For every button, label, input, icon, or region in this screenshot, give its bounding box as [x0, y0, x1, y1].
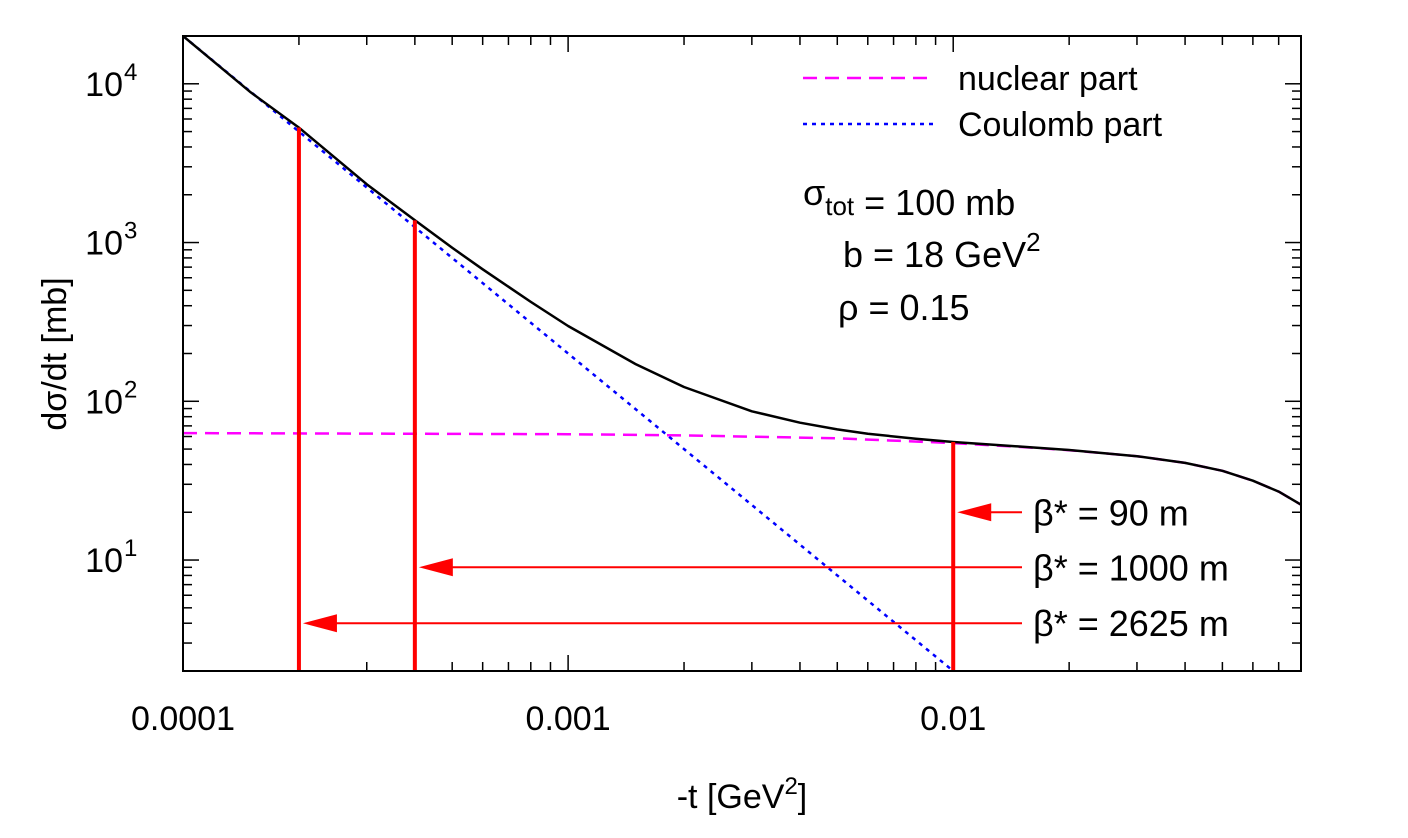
plot-frame [182, 35, 1302, 672]
parameter-line: b = 18 GeV2 [843, 227, 1041, 275]
y-tick-label-exponent: 1 [124, 535, 137, 562]
legend: nuclear part Coulomb part [803, 60, 1163, 144]
y-tick-label-exponent: 4 [124, 59, 137, 86]
marker-layer [296, 127, 1022, 671]
y-tick-label: 10 [85, 383, 123, 421]
series-layer [183, 36, 1301, 671]
marker-label: β* = 1000 m [1033, 547, 1229, 588]
legend-label: nuclear part [958, 60, 1138, 98]
axis-ticks [182, 35, 1302, 672]
marker-arrow-head [418, 558, 453, 577]
parameter-line: σtot = 100 mb [803, 172, 1015, 223]
parameter-line: ρ = 0.15 [838, 287, 970, 328]
marker-label: β* = 2625 m [1033, 603, 1229, 644]
parameter-box: σtot = 100 mbb = 18 GeV2 ρ = 0.15 [803, 172, 1041, 328]
x-axis-label: -t [GeV2] [677, 773, 808, 816]
y-tick-label: 10 [85, 66, 123, 104]
marker-arrow-head [957, 503, 992, 522]
marker-arrow-head [302, 614, 337, 633]
marker-label: β* = 90 m [1033, 492, 1189, 533]
axis-labels: -t [GeV2] dσ/dt [mb] [36, 277, 807, 816]
x-tick-label: 0.01 [920, 700, 986, 738]
series-total [183, 36, 1301, 506]
y-tick-label-exponent: 2 [124, 376, 137, 403]
series-Coulomb-part [183, 36, 954, 671]
x-tick-label: 0.0001 [131, 700, 235, 738]
legend-label: Coulomb part [958, 106, 1163, 144]
y-tick-label: 10 [85, 542, 123, 580]
marker-labels: β* = 90 m β* = 1000 m β* = 2625 m [1033, 492, 1229, 644]
y-tick-label-exponent: 3 [124, 218, 137, 245]
y-tick-label: 10 [85, 225, 123, 263]
y-axis-label: dσ/dt [mb] [36, 277, 74, 430]
x-tick-label: 0.001 [526, 700, 611, 738]
